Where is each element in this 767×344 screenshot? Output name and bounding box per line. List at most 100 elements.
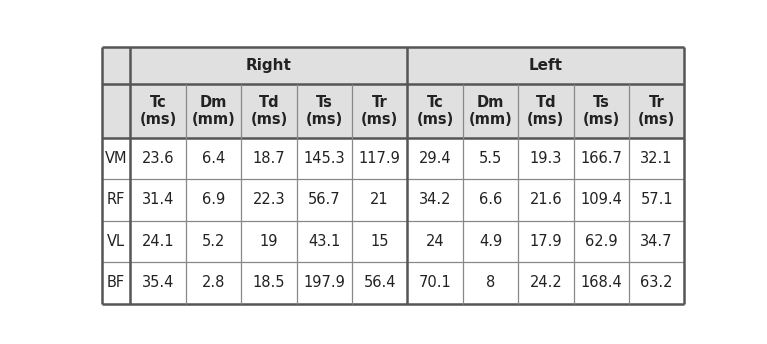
Text: Tr
(ms): Tr (ms) — [361, 95, 398, 127]
Text: 31.4: 31.4 — [142, 192, 174, 207]
Bar — [186, 262, 241, 303]
Bar — [297, 221, 352, 262]
Bar — [629, 179, 684, 221]
Bar — [574, 84, 629, 138]
Text: 24: 24 — [426, 234, 444, 249]
Text: 6.6: 6.6 — [479, 192, 502, 207]
Bar — [102, 221, 130, 262]
Bar — [130, 262, 186, 303]
Text: Dm
(mm): Dm (mm) — [469, 95, 512, 127]
Text: Tc
(ms): Tc (ms) — [416, 95, 454, 127]
Text: Tr
(ms): Tr (ms) — [638, 95, 675, 127]
Text: 24.1: 24.1 — [142, 234, 174, 249]
Text: Dm
(mm): Dm (mm) — [192, 95, 235, 127]
Bar — [518, 84, 574, 138]
Text: 117.9: 117.9 — [359, 151, 400, 166]
Text: 23.6: 23.6 — [142, 151, 174, 166]
Bar — [241, 221, 297, 262]
Text: 8: 8 — [486, 275, 495, 290]
Bar — [130, 46, 407, 84]
Bar — [130, 179, 186, 221]
Text: 6.4: 6.4 — [202, 151, 225, 166]
Text: 5.2: 5.2 — [202, 234, 225, 249]
Bar — [130, 221, 186, 262]
Bar — [102, 262, 130, 303]
Bar — [629, 84, 684, 138]
Bar — [297, 138, 352, 179]
Bar — [352, 84, 407, 138]
Text: 19: 19 — [260, 234, 278, 249]
Text: 22.3: 22.3 — [252, 192, 285, 207]
Bar — [629, 262, 684, 303]
Text: 43.1: 43.1 — [308, 234, 341, 249]
Text: 166.7: 166.7 — [581, 151, 622, 166]
Bar — [463, 179, 518, 221]
Bar — [407, 179, 463, 221]
Bar — [297, 262, 352, 303]
Bar — [407, 46, 684, 84]
Bar — [629, 138, 684, 179]
Text: 168.4: 168.4 — [581, 275, 622, 290]
Text: 21.6: 21.6 — [529, 192, 562, 207]
Text: 18.5: 18.5 — [252, 275, 285, 290]
Bar — [407, 262, 463, 303]
Text: 109.4: 109.4 — [581, 192, 622, 207]
Bar — [574, 179, 629, 221]
Text: 29.4: 29.4 — [419, 151, 452, 166]
Bar — [352, 221, 407, 262]
Bar — [574, 262, 629, 303]
Bar — [102, 179, 130, 221]
Bar — [102, 46, 130, 84]
Bar — [629, 221, 684, 262]
Bar — [518, 179, 574, 221]
Text: 6.9: 6.9 — [202, 192, 225, 207]
Bar — [130, 84, 186, 138]
Text: Tc
(ms): Tc (ms) — [140, 95, 176, 127]
Text: 19.3: 19.3 — [530, 151, 562, 166]
Bar — [463, 138, 518, 179]
Text: 57.1: 57.1 — [640, 192, 673, 207]
Text: 63.2: 63.2 — [640, 275, 673, 290]
Text: Left: Left — [529, 58, 563, 73]
Text: 5.5: 5.5 — [479, 151, 502, 166]
Bar — [352, 179, 407, 221]
Text: 34.7: 34.7 — [640, 234, 673, 249]
Text: 62.9: 62.9 — [585, 234, 617, 249]
Bar — [186, 179, 241, 221]
Bar — [574, 138, 629, 179]
Bar — [352, 138, 407, 179]
Text: Ts
(ms): Ts (ms) — [583, 95, 620, 127]
Text: 18.7: 18.7 — [252, 151, 285, 166]
Text: Right: Right — [246, 58, 291, 73]
Text: VM: VM — [105, 151, 127, 166]
Bar — [297, 179, 352, 221]
Bar — [241, 84, 297, 138]
Bar — [241, 262, 297, 303]
Bar — [518, 221, 574, 262]
Bar — [241, 138, 297, 179]
Text: 56.4: 56.4 — [364, 275, 396, 290]
Text: BF: BF — [107, 275, 125, 290]
Text: 70.1: 70.1 — [419, 275, 452, 290]
Text: 56.7: 56.7 — [308, 192, 341, 207]
Bar — [186, 221, 241, 262]
Bar — [297, 84, 352, 138]
Bar — [186, 138, 241, 179]
Text: 21: 21 — [370, 192, 389, 207]
Bar — [186, 84, 241, 138]
Text: 4.9: 4.9 — [479, 234, 502, 249]
Bar — [463, 84, 518, 138]
Text: 34.2: 34.2 — [419, 192, 451, 207]
Text: Ts
(ms): Ts (ms) — [306, 95, 343, 127]
Text: 2.8: 2.8 — [202, 275, 225, 290]
Text: Td
(ms): Td (ms) — [250, 95, 288, 127]
Bar — [407, 84, 463, 138]
Bar — [518, 262, 574, 303]
Text: 17.9: 17.9 — [529, 234, 562, 249]
Text: 32.1: 32.1 — [640, 151, 673, 166]
Bar — [241, 179, 297, 221]
Text: 15: 15 — [370, 234, 389, 249]
Text: 24.2: 24.2 — [529, 275, 562, 290]
Bar — [102, 84, 130, 138]
Text: 197.9: 197.9 — [304, 275, 345, 290]
